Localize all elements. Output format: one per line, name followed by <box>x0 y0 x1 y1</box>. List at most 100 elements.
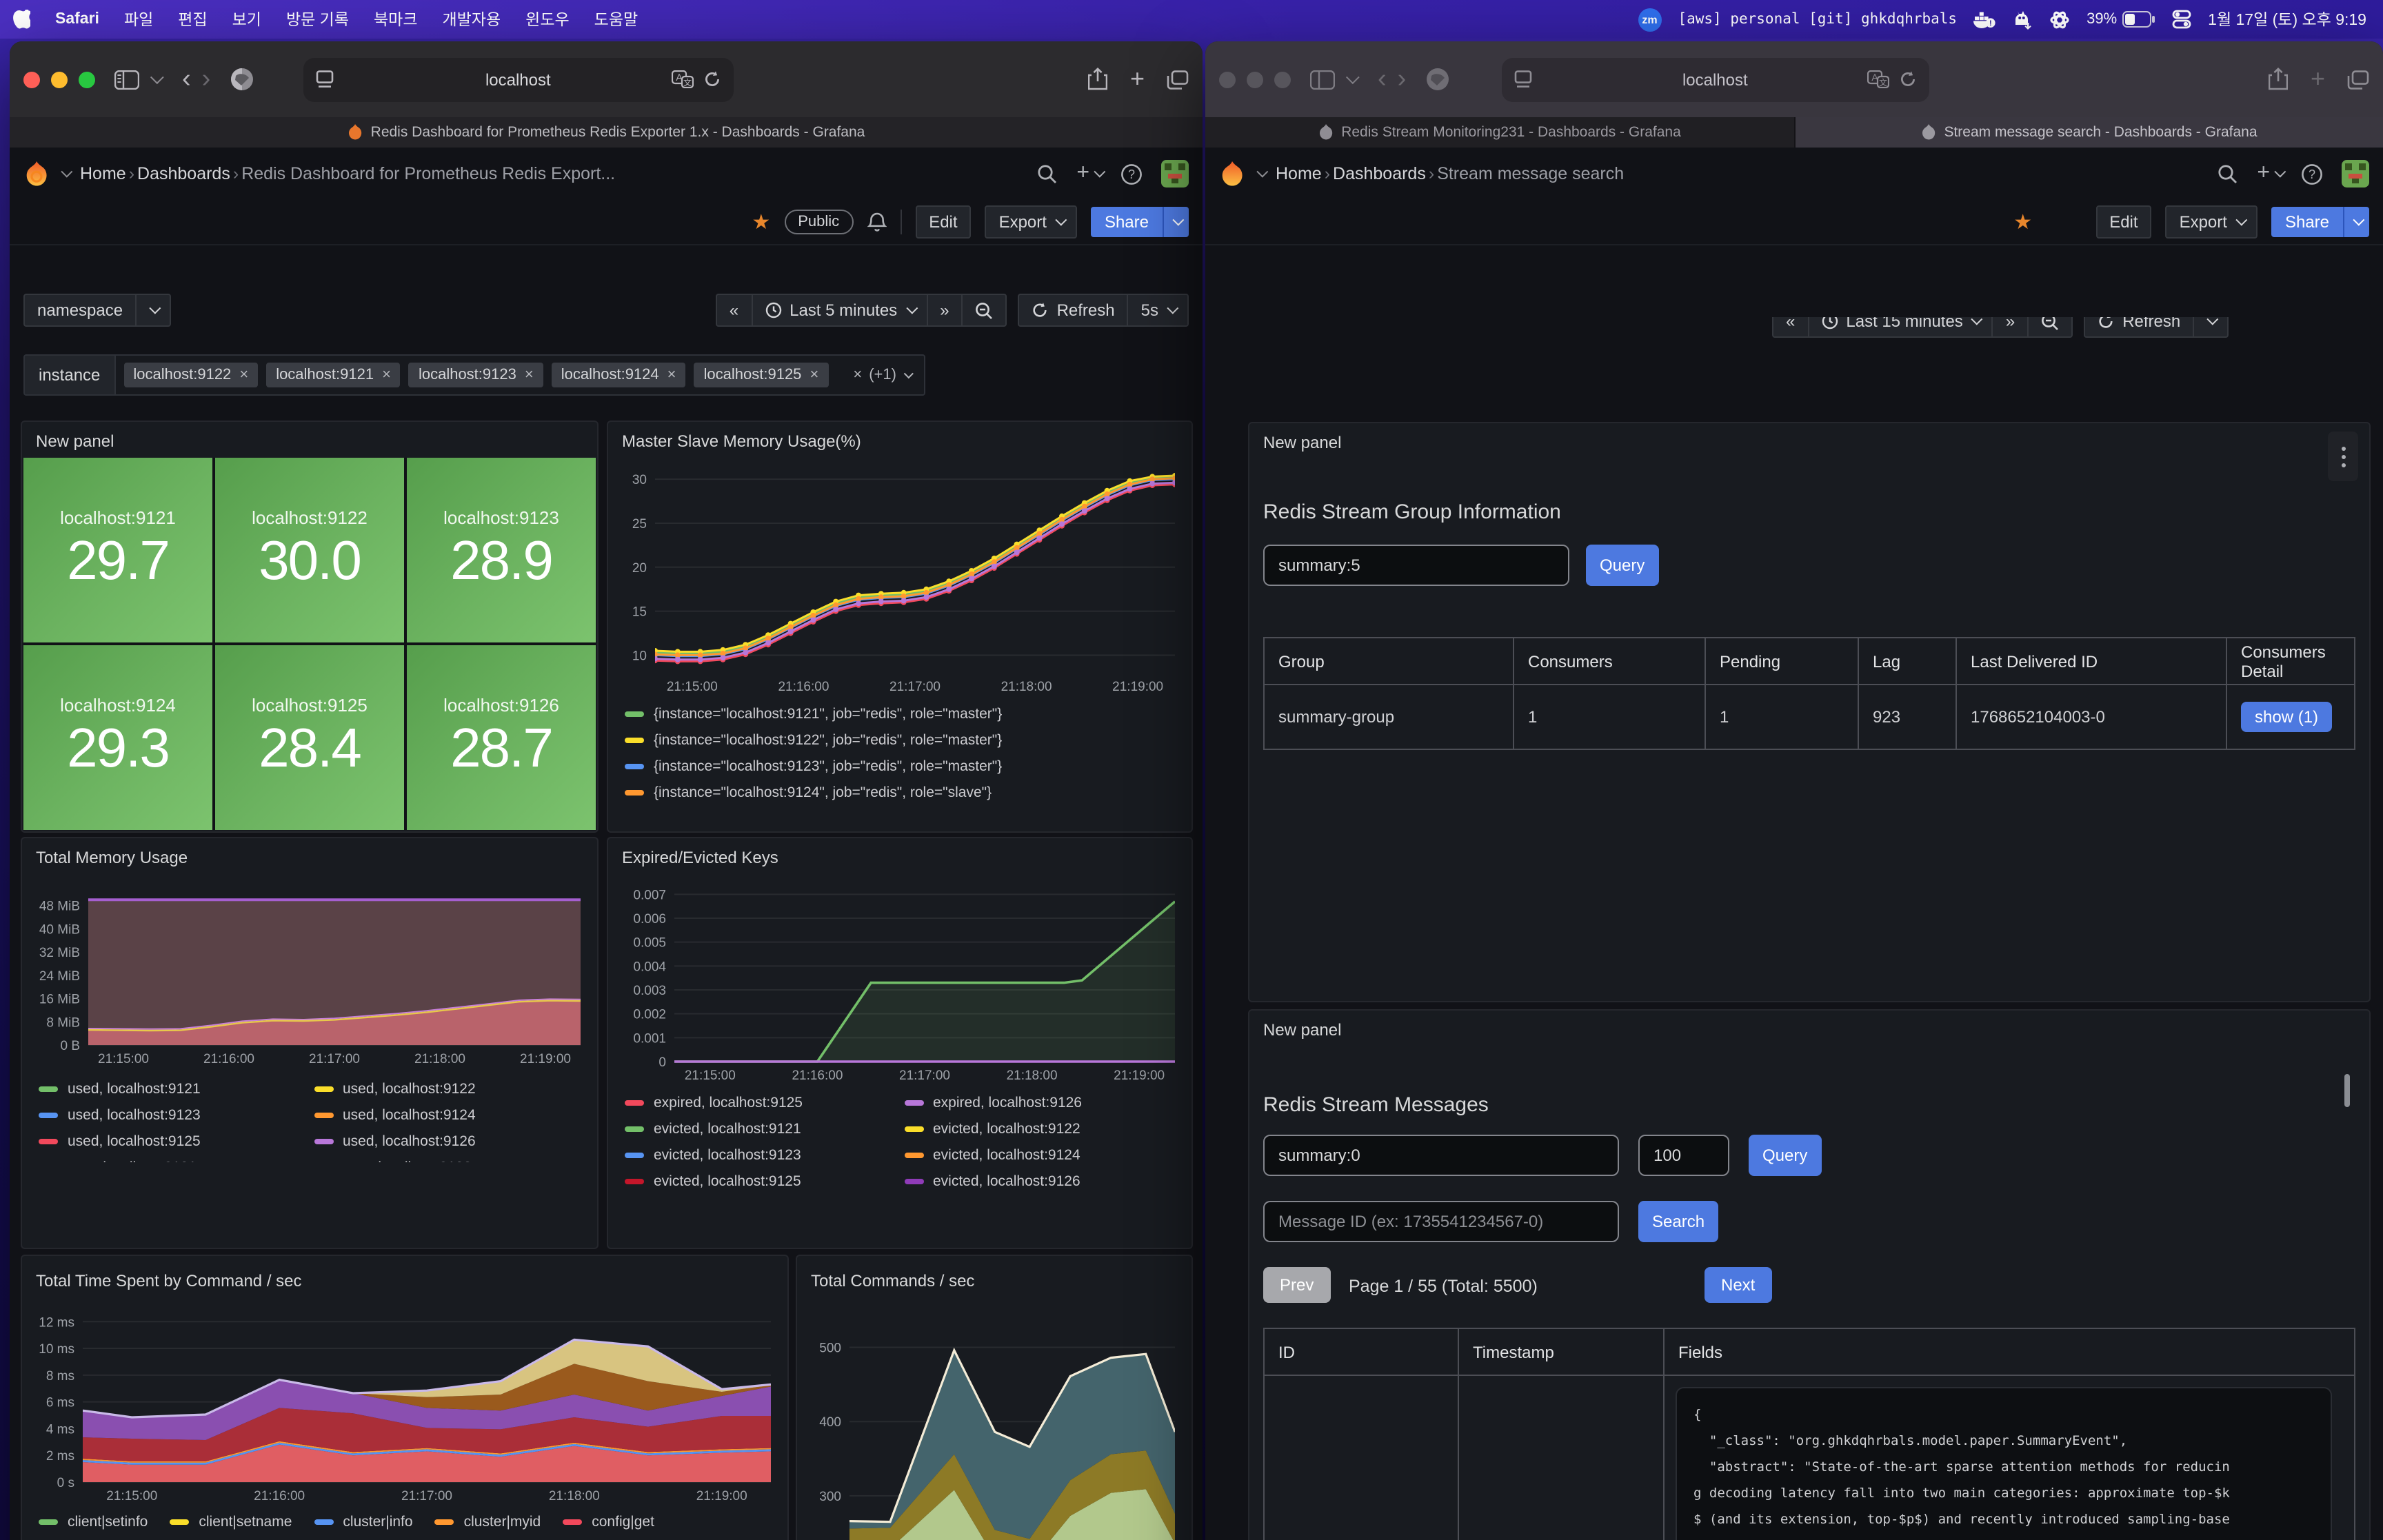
message-id-input[interactable]: Message ID (ex: 1735541234567-0) <box>1263 1201 1619 1242</box>
zoom-out-button[interactable] <box>963 294 1007 327</box>
bell-icon[interactable] <box>867 212 887 232</box>
grafana-logo[interactable] <box>23 161 50 187</box>
battery-indicator[interactable]: 39% <box>2087 11 2155 28</box>
legend-item[interactable]: cluster|info <box>314 1508 413 1534</box>
time-shift-forward-button[interactable]: » <box>1993 317 2029 338</box>
memory-chart[interactable]: 0 B 8 MiB 16 MiB 24 MiB 32 MiB 40 MiB 48 MiB 21… <box>28 874 592 1067</box>
legend-item[interactable]: evicted, localhost:9121 <box>625 1115 904 1142</box>
search-icon[interactable] <box>2217 163 2238 184</box>
back-icon[interactable]: ‹ <box>182 64 191 93</box>
chip-remove-icon[interactable]: × <box>667 367 676 383</box>
next-button[interactable]: Next <box>1705 1267 1772 1303</box>
legend-item[interactable]: client|setinfo <box>39 1508 148 1534</box>
menu-item[interactable]: 개발자용 <box>442 12 501 29</box>
new-tab-icon[interactable]: + <box>1129 65 1145 92</box>
time-range-picker[interactable]: Last 5 minutes <box>752 294 928 327</box>
minimize-button[interactable] <box>51 71 68 88</box>
panel-title[interactable]: New panel <box>1263 1020 1342 1040</box>
scrollbar-thumb[interactable] <box>2344 1074 2350 1107</box>
forward-icon[interactable]: › <box>201 64 211 93</box>
panel-total-commands[interactable]: Total Commands / sec 100200300400500 <box>796 1255 1193 1540</box>
sidebar-chevron-icon[interactable] <box>150 70 164 85</box>
legend-item[interactable]: {instance="localhost:9124", job="redis",… <box>625 779 1183 805</box>
avatar[interactable] <box>1161 160 1189 188</box>
edit-button[interactable]: Edit <box>915 205 972 239</box>
org-switcher-chevron-icon[interactable] <box>1256 165 1269 178</box>
master-slave-chart[interactable]: 10 15 20 25 30 21:15:00 21:16:00 21:17:00 21:18:… <box>614 458 1186 695</box>
search-icon[interactable] <box>1036 163 1057 184</box>
back-icon[interactable]: ‹ <box>1378 64 1387 93</box>
panel-title[interactable]: New panel <box>36 432 114 451</box>
docker-icon[interactable]: ! <box>1973 10 1995 29</box>
chip-remove-icon[interactable]: × <box>239 367 249 383</box>
star-icon[interactable]: ★ <box>2013 211 2033 234</box>
status-account-text[interactable]: [aws] personal [git] ghkdqhrbals <box>1678 11 1958 28</box>
panel-stream-group-info[interactable]: New panel Redis Stream Group Information… <box>1248 422 2371 1002</box>
stream-key-input[interactable]: summary:0 <box>1263 1135 1619 1176</box>
help-icon[interactable]: ? <box>2302 163 2322 184</box>
share-button[interactable]: Share <box>2271 207 2343 237</box>
menu-item[interactable]: 보기 <box>232 12 261 29</box>
legend-item[interactable]: expired, localhost:9126 <box>904 1089 1183 1115</box>
legend-item[interactable]: {instance="localhost:9122", job="redis",… <box>625 727 1183 753</box>
stream-key-input[interactable]: summary:5 <box>1263 545 1569 586</box>
time-shift-forward-button[interactable]: » <box>927 294 963 327</box>
legend-item[interactable]: used, localhost:9123 <box>39 1102 314 1128</box>
close-button[interactable] <box>1219 71 1236 88</box>
legend-item[interactable]: expired, localhost:9125 <box>625 1089 904 1115</box>
llama-ai-icon[interactable] <box>2012 9 2033 30</box>
tab-overview-icon[interactable] <box>1167 70 1189 89</box>
stat-tile[interactable]: localhost:9125 28.4 <box>215 645 404 830</box>
panel-stats[interactable]: New panel localhost:9121 29.7 localhost:9… <box>21 421 599 833</box>
legend-item[interactable]: max, localhost:9121 <box>39 1154 314 1162</box>
legend-item[interactable]: used, localhost:9125 <box>39 1128 314 1154</box>
query-button[interactable]: Query <box>1586 545 1659 586</box>
new-tab-icon[interactable]: + <box>2310 65 2325 92</box>
tab-stream-monitoring[interactable]: Redis Stream Monitoring231 - Dashboards … <box>1205 117 1795 148</box>
control-center-icon[interactable] <box>2172 10 2191 29</box>
chip-remove-icon[interactable]: × <box>382 367 391 383</box>
add-menu[interactable]: + <box>1076 161 1106 186</box>
stat-tile[interactable]: localhost:9123 28.9 <box>407 458 596 642</box>
filter-chip[interactable]: localhost:9124 × <box>551 363 686 387</box>
panel-title[interactable]: Total Memory Usage <box>36 848 188 867</box>
refresh-interval-select[interactable] <box>2194 317 2229 338</box>
breadcrumb-dashboards[interactable]: Dashboards <box>1333 164 1426 183</box>
share-button[interactable]: Share <box>1090 207 1163 237</box>
legend-item[interactable]: {instance="localhost:9121", job="redis",… <box>625 700 1183 727</box>
panel-title[interactable]: Total Commands / sec <box>811 1271 975 1290</box>
menu-app-name[interactable]: Safari <box>55 11 99 28</box>
panel-title[interactable]: Expired/Evicted Keys <box>622 848 778 867</box>
search-button[interactable]: Search <box>1638 1201 1719 1242</box>
tab-stream-message-search[interactable]: Stream message search - Dashboards - Gra… <box>1795 117 2383 148</box>
sidebar-chevron-icon[interactable] <box>1345 70 1360 85</box>
tab-overview-icon[interactable] <box>2347 70 2369 89</box>
avatar[interactable] <box>2342 160 2369 188</box>
zoom-app-icon[interactable]: zm <box>1638 8 1662 31</box>
time-range-picker[interactable]: Last 15 minutes <box>1809 317 1993 338</box>
breadcrumb-home[interactable]: Home <box>80 164 126 183</box>
close-button[interactable] <box>23 71 40 88</box>
panel-total-memory[interactable]: Total Memory Usage 0 B 8 MiB 16 MiB 24 MiB 3… <box>21 837 599 1249</box>
refresh-button[interactable]: Refresh <box>2084 317 2195 338</box>
query-button[interactable]: Query <box>1749 1135 1822 1176</box>
legend-item[interactable]: used, localhost:9122 <box>314 1075 589 1102</box>
stat-tile[interactable]: localhost:9126 28.7 <box>407 645 596 830</box>
panel-title[interactable]: Master Slave Memory Usage(%) <box>622 432 861 451</box>
legend-item[interactable]: evicted, localhost:9126 <box>904 1168 1183 1194</box>
legend-item[interactable]: client|setname <box>170 1508 292 1534</box>
share-icon[interactable] <box>1088 68 1108 91</box>
chip-remove-icon[interactable]: × <box>524 367 534 383</box>
legend-item[interactable]: used, localhost:9126 <box>314 1128 589 1154</box>
panel-time-spent[interactable]: Total Time Spent by Command / sec 0 s 2 m… <box>21 1255 789 1540</box>
share-caret-button[interactable] <box>1163 207 1189 237</box>
legend-item[interactable]: evicted, localhost:9125 <box>625 1168 904 1194</box>
total-commands-chart[interactable]: 100200300400500 <box>803 1306 1186 1540</box>
legend-item[interactable]: used, localhost:9124 <box>314 1102 589 1128</box>
menu-item[interactable]: 방문 기록 <box>285 12 349 29</box>
stat-tile[interactable]: localhost:9121 29.7 <box>23 458 212 642</box>
grafana-logo[interactable] <box>1219 161 1245 187</box>
zoom-button[interactable] <box>79 71 95 88</box>
